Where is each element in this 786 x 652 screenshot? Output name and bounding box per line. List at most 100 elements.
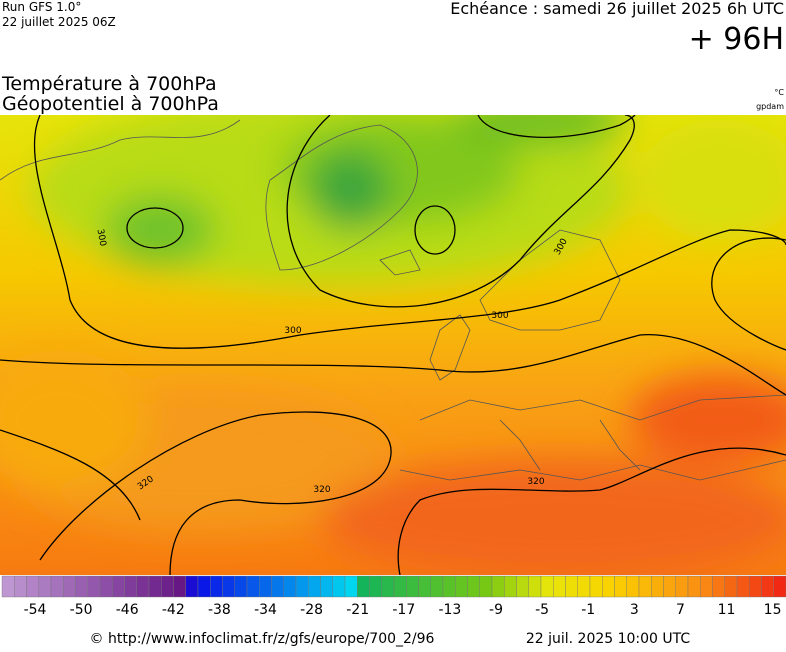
colorbar-swatch <box>491 575 505 598</box>
colorbar-swatch <box>675 575 689 598</box>
colorbar-swatch <box>712 575 725 598</box>
colorbar-swatch <box>663 575 676 598</box>
colorbar-swatch <box>332 575 346 598</box>
colorbar-swatch <box>626 575 640 598</box>
colorbar-swatch <box>124 575 137 598</box>
colorbar-swatch <box>283 575 297 598</box>
colorbar-label: 11 <box>718 602 736 618</box>
colorbar-swatch <box>418 575 431 598</box>
colorbar-swatch <box>295 575 309 598</box>
colorbar-swatch <box>259 575 272 598</box>
colorbar-swatch <box>577 575 591 598</box>
colorbar-label: 15 <box>764 602 782 618</box>
colorbar-swatch <box>406 575 419 598</box>
contour-label: 300 <box>491 311 508 321</box>
contour-label: 300 <box>284 326 301 336</box>
title-geopotential: Géopotentiel à 700hPa <box>2 93 219 115</box>
colorbar-swatch <box>246 575 260 598</box>
colorbar-label: -9 <box>489 602 503 618</box>
colorbar-swatch <box>112 575 125 598</box>
lead-time: + 96H <box>689 22 784 57</box>
colorbar-swatch <box>197 575 211 598</box>
colorbar-swatch <box>430 575 444 598</box>
colorbar-swatch <box>14 575 27 598</box>
colorbar-swatch <box>136 575 150 598</box>
colorbar-swatch <box>614 575 627 598</box>
colorbar-swatch <box>651 575 664 598</box>
colorbar-swatch <box>26 575 39 598</box>
colorbar-swatch <box>63 575 76 598</box>
colorbar-label: -46 <box>116 602 139 618</box>
colorbar-swatch <box>773 575 786 598</box>
colorbar-swatch <box>234 575 248 598</box>
footer-date: 22 juil. 2025 10:00 UTC <box>526 631 691 647</box>
colorbar-swatch <box>565 575 578 598</box>
colorbar-label: -38 <box>208 602 231 618</box>
colorbar-swatch <box>148 575 162 598</box>
colorbar-label: 3 <box>630 602 639 618</box>
colorbar-swatch <box>553 575 566 598</box>
colorbar-swatch <box>50 575 64 598</box>
contour-label: 320 <box>527 477 544 487</box>
colorbar-swatch <box>185 575 199 598</box>
colorbar-label: -21 <box>346 602 369 618</box>
colorbar-swatch <box>87 575 101 598</box>
colorbar-label: -5 <box>535 602 549 618</box>
colorbar-swatch <box>516 575 529 598</box>
colorbar-swatch <box>308 575 321 598</box>
colorbar-swatch <box>173 575 186 598</box>
colorbar-label: -28 <box>300 602 323 618</box>
colorbar-swatch <box>761 575 774 598</box>
colorbar-label: -13 <box>438 602 461 618</box>
colorbar-label: -34 <box>254 602 277 618</box>
map: 300 300 300 300 320 320 320 <box>0 115 786 575</box>
colorbar-swatch <box>222 575 235 598</box>
unit-geopotential: gpdam <box>756 102 784 111</box>
colorbar-swatch <box>99 575 113 598</box>
colorbar-swatch <box>540 575 554 598</box>
unit-temperature: °C <box>774 88 784 97</box>
colorbar-label: -1 <box>581 602 595 618</box>
colorbar-swatch <box>479 575 493 598</box>
colorbar-swatch <box>589 575 603 598</box>
title-temperature: Température à 700hPa <box>1 73 217 95</box>
colorbar: -54 -50 -46 -42 -38 -34 -28 -21 -17 -13 -9 -5 -1 3 7 11… <box>1 575 786 618</box>
colorbar-swatch <box>442 575 456 598</box>
colorbar-label: 7 <box>676 602 685 618</box>
colorbar-swatch <box>320 575 333 598</box>
colorbar-swatch <box>369 575 382 598</box>
colorbar-swatch <box>638 575 652 598</box>
coastlines <box>0 119 786 481</box>
colorbar-swatch <box>357 575 370 598</box>
colorbar-swatch <box>1 575 15 598</box>
colorbar-swatch <box>161 575 174 598</box>
colorbar-swatch <box>736 575 750 598</box>
colorbar-swatch <box>700 575 713 598</box>
colorbar-label: -54 <box>24 602 47 618</box>
colorbar-swatch <box>528 575 542 598</box>
contour-label: 320 <box>313 485 330 495</box>
colorbar-swatch <box>381 575 395 598</box>
colorbar-swatch <box>344 575 358 598</box>
colorbar-label: -50 <box>70 602 93 618</box>
colorbar-swatch <box>749 575 762 598</box>
colorbar-swatch <box>602 575 615 598</box>
colorbar-swatch <box>271 575 284 598</box>
colorbar-swatch <box>210 575 223 598</box>
geopotential-contours <box>0 115 786 575</box>
colorbar-swatch <box>467 575 480 598</box>
colorbar-swatch <box>687 575 701 598</box>
valid-time: Echéance : samedi 26 juillet 2025 6h UTC <box>450 0 784 18</box>
temperature-field <box>0 115 786 575</box>
run-date: 22 juillet 2025 06Z <box>2 15 116 29</box>
colorbar-swatch <box>724 575 738 598</box>
footer-url: © http://www.infoclimat.fr/z/gfs/europe/… <box>90 631 435 647</box>
contour-label: 300 <box>95 228 108 247</box>
colorbar-label: -42 <box>162 602 185 618</box>
colorbar-swatch <box>455 575 468 598</box>
run-label: Run GFS 1.0° <box>2 0 81 14</box>
colorbar-swatch <box>75 575 88 598</box>
colorbar-swatch <box>393 575 407 598</box>
colorbar-label: -17 <box>392 602 415 618</box>
